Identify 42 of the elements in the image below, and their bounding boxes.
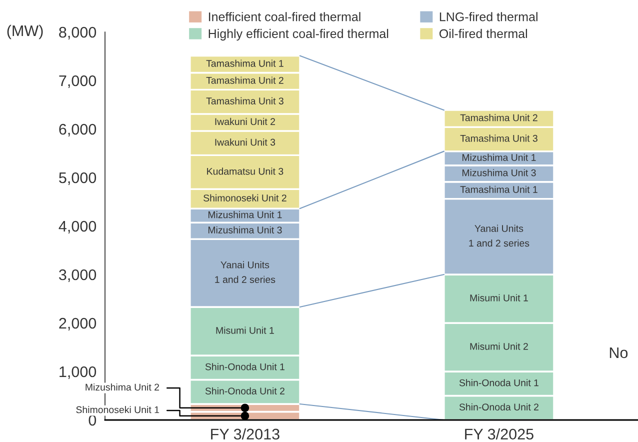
annotation: No xyxy=(610,347,628,358)
text: Tamashima Unit 2 xyxy=(460,114,538,122)
text: Tamashima Unit 3 xyxy=(460,134,538,142)
text: Shimonoseki Unit 1 xyxy=(76,406,160,414)
series-label: Tamashima Unit 1 xyxy=(460,186,538,193)
y-tick-label: 4,000 xyxy=(58,220,96,234)
series-label: Tamashima Unit 3 xyxy=(206,97,284,104)
y-tick-label: 6,000 xyxy=(59,124,96,136)
series-label: Tamashima Unit 1 xyxy=(206,60,284,67)
y-tick-label: 7,000 xyxy=(59,75,96,88)
series-label: Mizushima Unit 3 xyxy=(208,226,282,234)
series-label: Yanai Units 1 and 2 series xyxy=(215,261,276,284)
series-label: Kudamatsu Unit 3 xyxy=(207,168,284,175)
legend-label: Oil-fired thermal xyxy=(440,28,527,38)
y-tick-label: 3,000 xyxy=(59,269,96,282)
x-tick-label: FY 3/2025 xyxy=(465,428,534,440)
text: Mizushima Unit 2 xyxy=(86,383,159,391)
series-label: Iwakuni Unit 3 xyxy=(215,138,276,146)
series-label: Iwakuni Unit 2 xyxy=(215,118,275,126)
text: Shin-Onoda Unit 2 xyxy=(459,403,538,410)
text: Yanai Units 1 and 2 series xyxy=(469,224,530,247)
y-tick-label: 0 xyxy=(88,414,96,426)
legend-label: LNG-fired thermal xyxy=(440,12,538,22)
series-label: Shimonoseki Unit 2 xyxy=(204,194,286,202)
text: Mizushima Unit 3 xyxy=(462,169,536,176)
text: Misumi Unit 1 xyxy=(470,294,528,302)
legend-label: Inefficient coal-fired thermal xyxy=(208,12,360,22)
series-label: Misumi Unit 1 xyxy=(216,326,274,334)
series-label: Misumi Unit 2 xyxy=(470,342,528,350)
text: Mizushima Unit 1 xyxy=(462,154,536,161)
series-label: Tamashima Unit 2 xyxy=(206,76,284,84)
y-tick-label: 5,000 xyxy=(59,172,96,185)
y-tick-label: 2,000 xyxy=(59,318,96,330)
x-tick-label: FY 3/2013 xyxy=(211,428,280,440)
legend-label: Highly efficient coal-fired thermal xyxy=(208,28,388,41)
text: Shin-Onoda Unit 1 xyxy=(459,379,538,386)
series-label: Shin-Onoda Unit 1 xyxy=(205,363,284,370)
series-label: Mizushima Unit 1 xyxy=(208,211,282,218)
y-tick-label: 8,000 xyxy=(59,26,96,40)
series-label: Shin-Onoda Unit 2 xyxy=(205,387,284,394)
y-tick-label: 1,000 xyxy=(60,366,96,379)
y-axis-title: (MW) xyxy=(7,24,43,40)
